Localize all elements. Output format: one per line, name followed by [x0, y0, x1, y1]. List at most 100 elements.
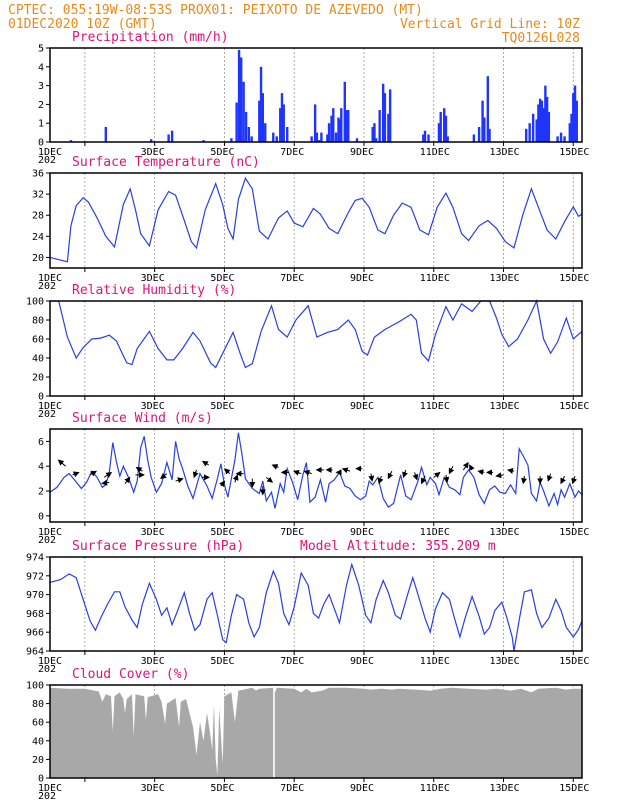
y-tick-label: 6 [38, 437, 44, 448]
x-tick-label: 15DEC [559, 147, 589, 158]
precip-bar [237, 49, 241, 142]
precip-bar [556, 136, 559, 142]
x-tick-label: 9DEC [350, 147, 374, 158]
wind-arrow [521, 476, 528, 485]
y-tick-label: 0 [38, 138, 44, 149]
precip-bar [258, 100, 261, 142]
x-tick-label: 1DEC [38, 656, 62, 667]
x-tick-label: 11DEC [420, 401, 450, 412]
wind-arrow [506, 467, 515, 474]
wind-arrow [175, 477, 184, 484]
wind-arrow [135, 467, 143, 473]
precip-bar [443, 108, 446, 142]
x-tick-label: 7DEC [280, 147, 304, 158]
x-tick-label: 5DEC [210, 783, 234, 794]
wind-arrow [192, 469, 199, 479]
precip-bar [347, 110, 350, 142]
precip-bar [261, 93, 264, 142]
panel-frame [49, 428, 583, 523]
wind-arrow [72, 471, 80, 478]
wind-arrow [89, 470, 97, 477]
precip-bar [488, 128, 491, 142]
panel-5: Cloud Cover (%) 0 20 40 60 80 100 1DEC 3DEC 5DEC 7… [26, 667, 589, 800]
x-tick-label: 9DEC [350, 527, 374, 538]
y-tick-label: 974 [26, 553, 44, 564]
series-line [49, 562, 583, 652]
x-tick-label: 5DEC [210, 147, 234, 158]
y-tick-label: 4 [38, 462, 44, 473]
x-tick-label: 1DEC [38, 783, 62, 794]
precip-bar [104, 126, 108, 142]
precip-bar [472, 134, 476, 142]
panel-2: Relative Humidity (%) 0 20 40 60 80 100 1DEC 3DE… [26, 283, 589, 420]
precip-bar [373, 123, 376, 142]
precip-bar [280, 93, 284, 142]
precip-bar [573, 85, 577, 142]
wind-arrow [232, 474, 239, 483]
x-year-label: 202 [38, 664, 56, 675]
precip-bar [535, 119, 538, 142]
precip-bar [572, 93, 575, 142]
precip-bar [239, 57, 243, 142]
precip-bar [355, 138, 359, 142]
x-tick-label: 1DEC [38, 273, 62, 284]
precip-bar [337, 117, 340, 142]
precip-bar [423, 130, 427, 142]
precip-bar [282, 104, 285, 142]
precip-bar [531, 113, 535, 142]
wind-arrow [412, 472, 419, 481]
x-tick-label: 7DEC [280, 527, 304, 538]
precip-bar [272, 132, 275, 142]
precip-bar [326, 134, 329, 142]
y-tick-label: 80 [32, 316, 44, 327]
x-year-label: 202 [38, 155, 56, 166]
y-tick-label: 0 [38, 392, 44, 403]
y-tick-label: 972 [26, 571, 44, 582]
wind-arrow [271, 464, 279, 470]
y-tick-label: 32 [32, 190, 44, 201]
precip-bar [242, 81, 245, 142]
precip-bar [383, 93, 387, 142]
y-tick-label: 100 [26, 297, 44, 308]
precip-bar [387, 113, 390, 142]
precip-bar [446, 136, 449, 142]
precip-bar [244, 111, 248, 142]
series-line [50, 299, 583, 369]
x-tick-label: 15DEC [559, 527, 589, 538]
y-tick-label: 2 [38, 100, 44, 111]
precip-bar [286, 126, 289, 142]
y-tick-label: 5 [38, 44, 44, 55]
x-tick-label: 13DEC [490, 147, 520, 158]
precip-bar [575, 100, 578, 142]
wind-arrow [387, 470, 394, 480]
precip-bar [547, 111, 551, 142]
panel-title: Surface Pressure (hPa) [72, 539, 244, 554]
panel-frame [49, 556, 583, 652]
x-tick-label: 5DEC [210, 527, 234, 538]
precip-bar [279, 108, 282, 142]
y-tick-label: 0 [38, 511, 44, 522]
wind-arrow [265, 476, 274, 483]
wind-arrow [103, 472, 113, 478]
panel-frame [49, 300, 583, 397]
wind-arrow [469, 464, 475, 471]
x-tick-label: 13DEC [490, 273, 520, 284]
x-tick-label: 11DEC [420, 273, 450, 284]
wind-arrow [402, 469, 408, 479]
y-tick-label: 60 [32, 718, 44, 729]
precip-bar [320, 132, 323, 142]
wind-arrow [124, 476, 131, 484]
y-tick-label: 964 [26, 647, 44, 658]
x-tick-label: 3DEC [141, 401, 165, 412]
x-tick-label: 5DEC [210, 273, 234, 284]
wind-arrow [101, 479, 110, 486]
wind-arrow [448, 465, 455, 475]
precip-bar [149, 139, 153, 142]
x-tick-label: 15DEC [559, 401, 589, 412]
precip-bar [332, 108, 335, 142]
wind-arrow [560, 475, 566, 485]
wind-arrow [57, 459, 67, 467]
precip-bar [374, 138, 378, 142]
y-tick-label: 970 [26, 590, 44, 601]
panel-frame [49, 172, 583, 269]
